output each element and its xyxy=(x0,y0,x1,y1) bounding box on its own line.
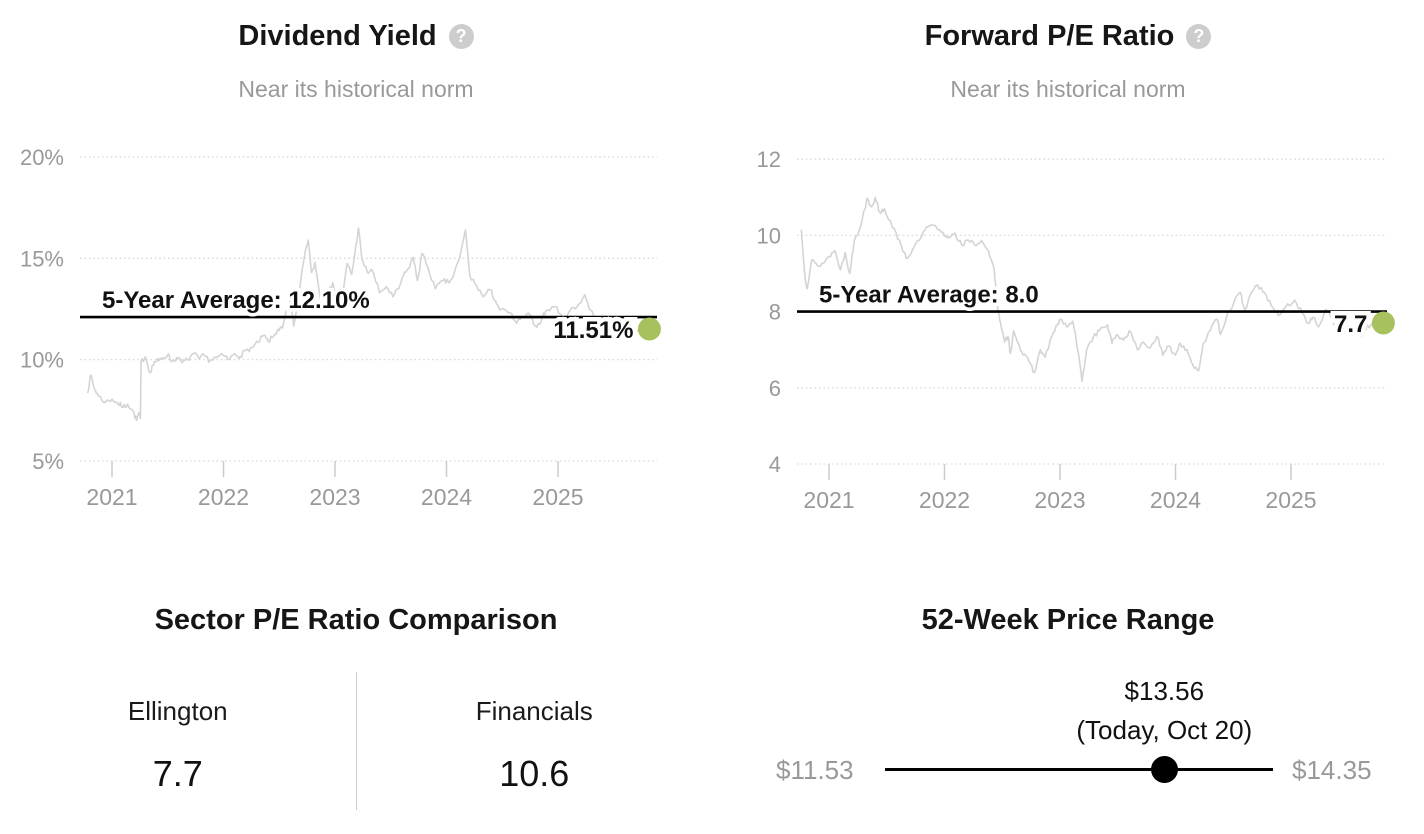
y-axis-tick-label: 5% xyxy=(32,449,64,474)
dividend-yield-subtitle: Near its historical norm xyxy=(238,76,474,102)
forward-pe-header: Forward P/E Ratio ? xyxy=(712,0,1424,56)
company-name-label: Ellington xyxy=(127,696,228,726)
sector-pe-title: Sector P/E Ratio Comparison xyxy=(154,604,558,636)
range-track-line xyxy=(885,768,1273,771)
price-range-widget: 52-Week Price Range $13.56 (Today, Oct 2… xyxy=(712,560,1424,834)
dividend-yield-header: Dividend Yield ? xyxy=(0,0,712,56)
x-axis-tick-label: 2022 xyxy=(198,484,249,510)
x-axis-tick-label: 2022 xyxy=(919,487,970,513)
y-axis-tick-label: 8 xyxy=(769,300,781,325)
latest-value-dot xyxy=(637,317,661,341)
sector-pe-company-column: Ellington 7.7 xyxy=(0,672,356,810)
y-axis-tick-label: 15% xyxy=(20,246,64,271)
dividend-yield-help-icon[interactable]: ? xyxy=(448,23,474,49)
current-price-dot xyxy=(1150,756,1178,783)
dividend-yield-title: Dividend Yield xyxy=(238,20,437,52)
company-pe-value: 7.7 xyxy=(152,753,203,794)
latest-value-dot xyxy=(1371,311,1395,335)
sector-name-label: Financials xyxy=(475,696,593,726)
average-line-label: 5-Year Average: 8.0 xyxy=(819,282,1039,309)
vertical-divider xyxy=(355,672,357,810)
latest-value-label: 7.7 xyxy=(1334,311,1367,338)
sector-pe-comparison: Ellington 7.7 Financials 10.6 xyxy=(0,672,712,810)
y-axis-tick-label: 6 xyxy=(769,376,781,401)
dividend-yield-panel: Dividend Yield ? Near its historical nor… xyxy=(0,0,712,560)
current-price-date-label: (Today, Oct 20) xyxy=(1076,715,1253,745)
y-axis-tick-label: 10% xyxy=(20,348,64,373)
forward-pe-chart: 12 10 8 6 4 2021 2022 2023 2024 2025 5-Year Averag… xyxy=(757,147,1395,513)
y-axis-tick-label: 10 xyxy=(757,223,781,248)
sector-pe-value: 10.6 xyxy=(499,753,570,794)
x-axis-tick-label: 2021 xyxy=(803,487,854,513)
price-range-title: 52-Week Price Range xyxy=(921,604,1215,636)
x-axis-tick-label: 2023 xyxy=(1034,487,1085,513)
y-axis-tick-label: 4 xyxy=(769,452,781,477)
sector-pe-sector-column: Financials 10.6 xyxy=(357,672,713,810)
average-line-label: 5-Year Average: 12.10% xyxy=(102,287,370,314)
forward-pe-help-icon[interactable]: ? xyxy=(1186,23,1212,49)
series-line xyxy=(86,227,650,422)
y-axis-tick-label: 20% xyxy=(20,145,64,170)
forward-pe-title: Forward P/E Ratio xyxy=(924,20,1175,52)
y-axis-tick-label: 12 xyxy=(757,147,781,172)
x-axis-tick-label: 2021 xyxy=(86,484,137,510)
dividend-yield-chart: 20% 15% 10% 5% 2021 2022 2023 2024 2025 5-Year Av… xyxy=(20,145,661,510)
x-axis-tick-label: 2024 xyxy=(421,484,472,510)
price-range-panel: 52-Week Price Range $13.56 (Today, Oct 2… xyxy=(712,560,1424,834)
current-price-label: $13.56 xyxy=(1124,676,1205,706)
forward-pe-subtitle: Near its historical norm xyxy=(950,76,1186,102)
x-axis-tick-label: 2025 xyxy=(532,484,583,510)
series-line xyxy=(800,196,1384,383)
x-axis-tick-label: 2025 xyxy=(1265,487,1316,513)
x-axis-tick-label: 2023 xyxy=(309,484,360,510)
forward-pe-panel: Forward P/E Ratio ? Near its historical … xyxy=(712,0,1424,560)
latest-value-label: 11.51% xyxy=(553,317,633,344)
sector-pe-panel: Sector P/E Ratio Comparison Ellington 7.… xyxy=(0,560,712,834)
x-axis-tick-label: 2024 xyxy=(1150,487,1201,513)
range-high-label: $14.35 xyxy=(1292,755,1372,785)
range-low-label: $11.53 xyxy=(776,755,854,785)
